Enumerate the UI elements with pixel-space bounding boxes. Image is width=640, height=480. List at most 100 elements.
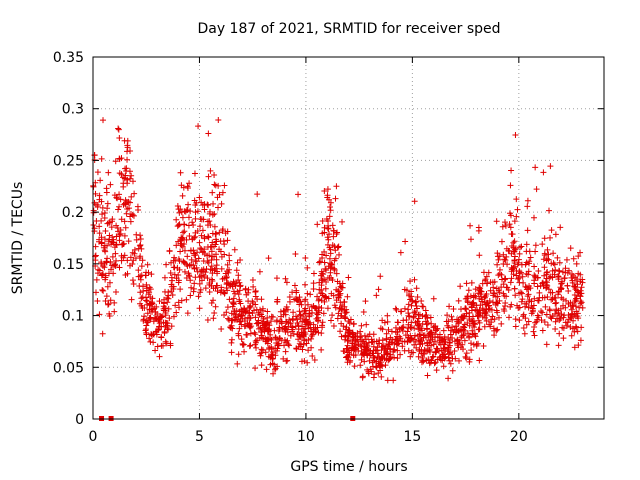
data-point (552, 231, 559, 238)
data-point (185, 201, 192, 208)
data-point (311, 357, 318, 364)
data-point (163, 261, 170, 268)
data-point (144, 310, 151, 317)
data-point (487, 287, 494, 294)
data-point (105, 238, 112, 245)
data-point (268, 344, 275, 351)
data-point (234, 360, 241, 367)
data-point (390, 377, 397, 384)
data-point (413, 298, 419, 305)
data-point (378, 347, 385, 354)
data-point (130, 280, 137, 287)
data-point (575, 253, 582, 260)
data-point (240, 341, 247, 348)
data-point (543, 271, 550, 278)
data-point (172, 302, 179, 309)
data-point (205, 233, 212, 240)
data-point (176, 304, 183, 311)
data-point (260, 322, 267, 329)
data-point (464, 299, 471, 306)
data-point (348, 347, 355, 354)
data-point (570, 255, 577, 262)
data-point (105, 169, 112, 176)
data-point (440, 363, 447, 370)
data-point (176, 266, 183, 273)
data-point (321, 298, 328, 305)
data-point (548, 227, 555, 234)
data-point (341, 336, 348, 343)
data-point (349, 329, 356, 336)
data-point (334, 244, 341, 251)
data-point (252, 293, 259, 300)
data-point (96, 311, 103, 318)
data-point (233, 267, 240, 274)
data-point (296, 340, 303, 347)
data-point (204, 222, 211, 229)
data-point (340, 347, 347, 354)
data-point (319, 277, 326, 284)
data-point (525, 271, 532, 278)
data-point (314, 221, 321, 228)
data-point (204, 275, 211, 282)
data-point (211, 223, 218, 230)
data-point (579, 304, 586, 311)
data-point (252, 331, 259, 338)
data-point (264, 325, 271, 332)
data-point (344, 293, 351, 300)
data-point (201, 235, 208, 242)
data-point (538, 317, 545, 324)
data-point (254, 191, 261, 198)
data-point (557, 224, 564, 231)
data-point (330, 233, 337, 240)
data-point (307, 291, 314, 298)
data-point (369, 350, 376, 357)
data-point (229, 317, 236, 324)
data-point (129, 277, 136, 284)
data-point (356, 334, 363, 341)
data-point (192, 252, 199, 259)
data-point (287, 332, 294, 339)
data-point (211, 171, 218, 178)
data-point (451, 326, 458, 333)
data-point (106, 310, 113, 317)
data-point (318, 268, 325, 275)
data-point (308, 335, 315, 342)
data-point (219, 226, 226, 233)
data-point (271, 366, 278, 373)
data-point (511, 257, 518, 264)
data-point (462, 305, 469, 312)
data-point (531, 295, 538, 302)
plot-frame (92, 56, 605, 420)
data-point (568, 311, 575, 318)
data-point (197, 223, 204, 230)
data-point (196, 239, 203, 246)
data-point (309, 352, 316, 359)
data-point (177, 248, 184, 255)
data-point (140, 316, 147, 323)
data-point (211, 181, 218, 188)
data-point (235, 351, 242, 358)
data-point (574, 276, 581, 283)
data-point (319, 319, 326, 326)
data-point (445, 354, 452, 361)
data-point (422, 307, 429, 314)
data-point (507, 303, 514, 310)
data-point (226, 281, 233, 288)
data-point (352, 352, 359, 359)
data-point (440, 336, 447, 343)
data-point (144, 261, 151, 268)
data-point (219, 189, 226, 196)
data-point (292, 250, 299, 257)
data-point (340, 323, 347, 330)
data-point (444, 312, 451, 319)
data-point (522, 300, 529, 307)
data-point (556, 330, 563, 337)
data-point (175, 206, 182, 213)
data-point (116, 134, 123, 141)
data-point (539, 309, 546, 316)
data-point (283, 279, 290, 286)
data-point (470, 341, 477, 348)
data-point (113, 194, 120, 201)
data-point (454, 318, 461, 325)
